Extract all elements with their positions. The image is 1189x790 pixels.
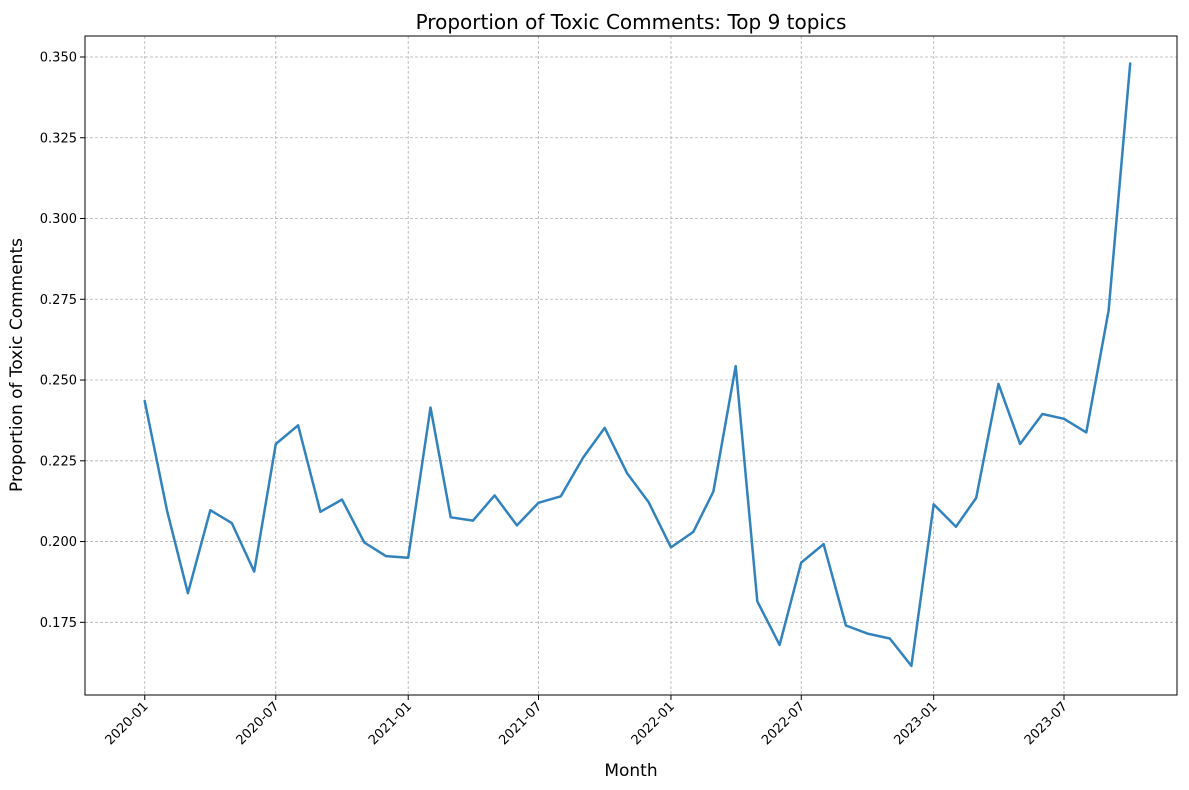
series-layer: [143, 62, 1132, 668]
axis-ticks: 0.175 0.200 0.225 0.250 0.275 0.300 0.325 0.350…: [40, 50, 1071, 748]
y-axis-label: Proportion of Toxic Comments: [7, 238, 27, 492]
plot-frame: [84, 35, 1178, 696]
x-tick-label: 2023-07: [1022, 699, 1071, 748]
y-tick-label: 0.300: [40, 212, 77, 227]
y-tick-label: 0.200: [40, 535, 77, 550]
x-tick-label: 2022-01: [629, 699, 678, 748]
x-tick-label: 2022-07: [759, 699, 808, 748]
x-tick-label: 2020-01: [103, 699, 152, 748]
x-tick-label: 2020-07: [234, 699, 283, 748]
x-tick-label: 2021-07: [496, 699, 545, 748]
x-tick-label: 2021-01: [366, 699, 415, 748]
y-tick-label: 0.350: [40, 50, 77, 65]
y-tick-label: 0.275: [40, 293, 77, 308]
y-tick-label: 0.175: [40, 616, 77, 631]
series-line: [143, 62, 1132, 668]
x-tick-label: 2023-01: [891, 699, 940, 748]
grid-lines: [85, 36, 1177, 695]
chart-title: Proportion of Toxic Comments: Top 9 topi…: [416, 10, 847, 34]
y-tick-label: 0.225: [40, 454, 77, 469]
x-axis-label: Month: [604, 761, 657, 781]
y-tick-label: 0.325: [40, 131, 77, 146]
y-tick-label: 0.250: [40, 374, 77, 389]
